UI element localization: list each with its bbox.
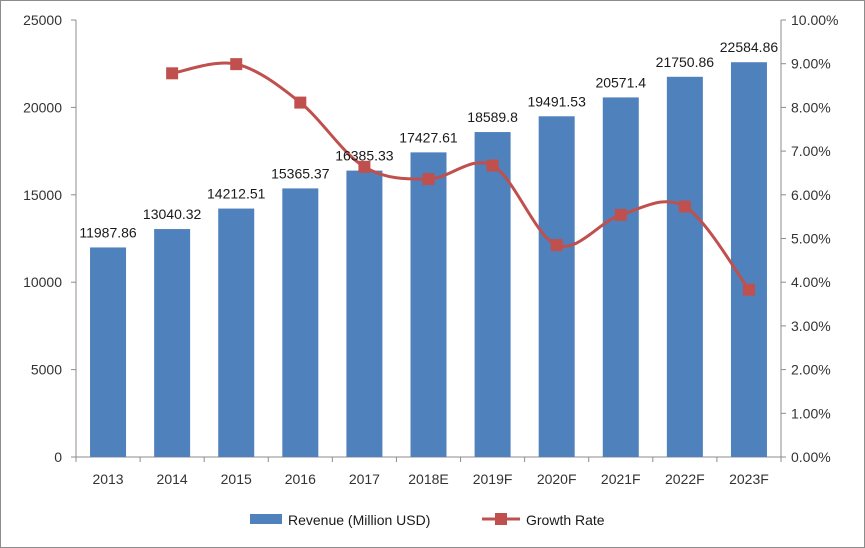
left-tick-label: 5000: [31, 362, 62, 378]
revenue-bar: [90, 247, 127, 457]
revenue-bar: [346, 170, 383, 458]
x-tick-label: 2023F: [729, 471, 769, 487]
legend-label-growth: Growth Rate: [526, 512, 605, 528]
right-tick-label: 3.00%: [791, 318, 831, 334]
growth-rate-marker: [550, 239, 563, 252]
right-tick-label: 2.00%: [791, 362, 831, 378]
growth-rate-marker: [678, 200, 691, 213]
legend-swatch-revenue: [250, 514, 282, 524]
x-tick-label: 2018E: [408, 471, 448, 487]
x-tick-label: 2017: [349, 471, 380, 487]
right-tick-label: 6.00%: [791, 187, 831, 203]
revenue-bar: [282, 188, 319, 457]
legend-marker-growth: [495, 513, 507, 525]
growth-rate-marker: [358, 160, 371, 173]
bar-data-label: 13040.32: [143, 206, 202, 222]
bar-data-label: 21750.86: [656, 54, 715, 70]
growth-rate-marker: [166, 67, 179, 80]
left-tick-label: 25000: [23, 12, 62, 28]
growth-rate-marker: [230, 58, 243, 71]
x-tick-label: 2016: [285, 471, 316, 487]
bar-data-label: 11987.86: [79, 224, 137, 240]
growth-rate-line: [171, 61, 751, 291]
growth-rate-marker: [422, 173, 435, 186]
left-tick-label: 15000: [23, 187, 62, 203]
right-tick-label: 8.00%: [791, 99, 831, 115]
left-tick-label: 0: [54, 449, 62, 465]
growth-rate-marker: [486, 159, 499, 172]
revenue-bar: [730, 62, 767, 458]
growth-rate-marker: [294, 96, 307, 109]
growth-rate-marker: [742, 283, 755, 296]
x-tick-label: 2020F: [537, 471, 577, 487]
right-tick-label: 5.00%: [791, 231, 831, 247]
revenue-bar: [602, 97, 639, 457]
left-tick-label: 10000: [23, 274, 62, 290]
bar-data-label: 16385.33: [335, 148, 394, 164]
bar-data-label: 14212.51: [207, 186, 266, 202]
bar-data-label: 15365.37: [271, 165, 330, 181]
revenue-bar: [538, 116, 575, 457]
right-tick-label: 7.00%: [791, 143, 831, 159]
bar-data-label: 19491.53: [527, 93, 586, 109]
growth-rate-marker: [614, 208, 627, 221]
revenue-bar: [218, 208, 255, 457]
right-tick-label: 1.00%: [791, 405, 831, 421]
right-tick-label: 4.00%: [791, 274, 831, 290]
right-tick-label: 0.00%: [791, 449, 831, 465]
x-tick-label: 2019F: [473, 471, 513, 487]
revenue-bar: [154, 229, 191, 457]
left-tick-label: 20000: [23, 99, 62, 115]
bar-data-label: 17427.61: [399, 129, 458, 145]
legend-label-revenue: Revenue (Million USD): [288, 512, 430, 528]
revenue-bar: [474, 132, 511, 457]
x-tick-label: 2021F: [601, 471, 641, 487]
bar-data-label: 22584.86: [720, 39, 779, 55]
revenue-bar: [410, 152, 447, 458]
x-tick-label: 2013: [92, 471, 123, 487]
x-tick-label: 2014: [157, 471, 188, 487]
right-tick-label: 9.00%: [791, 56, 831, 72]
bar-data-label: 18589.8: [467, 109, 518, 125]
revenue-bar: [666, 76, 703, 457]
right-tick-label: 10.00%: [791, 12, 838, 28]
x-tick-label: 2022F: [665, 471, 705, 487]
x-tick-label: 2015: [221, 471, 252, 487]
bar-data-label: 20571.4: [595, 74, 646, 90]
